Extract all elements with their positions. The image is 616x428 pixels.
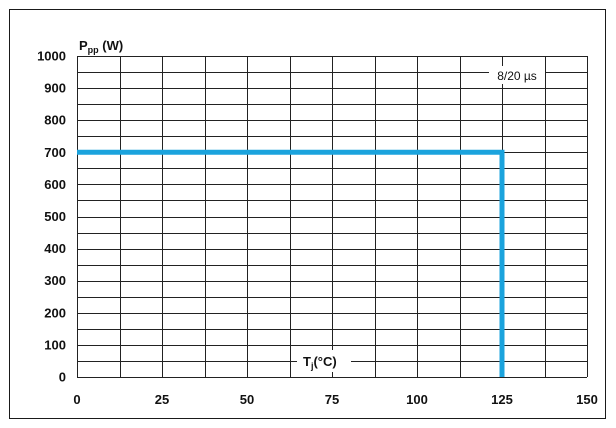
grid <box>77 56 588 378</box>
y-tick-label: 700 <box>44 145 66 160</box>
y-tick-label: 400 <box>44 241 66 256</box>
y-tick-label: 200 <box>44 305 66 320</box>
y-tick-label: 100 <box>44 337 66 352</box>
y-axis-label: Ppp (W) <box>79 38 123 55</box>
y-axis-label-main: P <box>79 38 88 53</box>
y-tick-label: 300 <box>44 273 66 288</box>
x-tick-labels: 0 25 50 75 100 125 150 <box>73 392 597 407</box>
x-tick-label: 0 <box>73 392 80 407</box>
y-tick-label: 1000 <box>37 49 66 64</box>
y-axis-label-unit: (W) <box>99 38 124 53</box>
x-tick-label: 25 <box>155 392 169 407</box>
x-tick-label: 125 <box>491 392 513 407</box>
x-axis-label: Tj(°C) <box>303 354 337 371</box>
x-tick-label: 50 <box>240 392 254 407</box>
y-tick-label: 600 <box>44 177 66 192</box>
x-axis-label-main: T <box>303 354 311 369</box>
y-tick-label: 800 <box>44 113 66 128</box>
x-tick-label: 100 <box>406 392 428 407</box>
x-tick-label: 150 <box>576 392 598 407</box>
series <box>77 149 505 377</box>
y-tick-labels: 0 100 200 300 400 500 600 700 800 900 1000 <box>37 49 66 385</box>
x-axis-label-background <box>297 350 351 372</box>
series-line <box>77 149 505 377</box>
y-tick-label: 500 <box>44 209 66 224</box>
x-axis-label-unit: (°C) <box>313 354 336 369</box>
x-axis-label-subscript: j <box>310 361 314 371</box>
annotation-label: 8/20 µs <box>497 69 537 83</box>
annotation-background <box>489 66 545 84</box>
y-tick-label: 900 <box>44 81 66 96</box>
y-axis-label-subscript: pp <box>88 45 99 55</box>
y-tick-label: 0 <box>59 370 66 385</box>
x-tick-label: 75 <box>325 392 339 407</box>
